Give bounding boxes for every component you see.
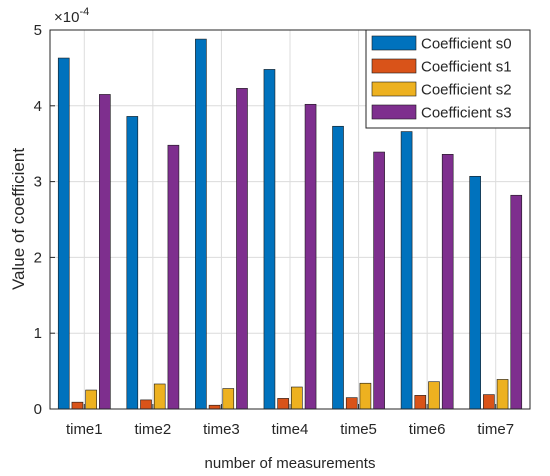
bar-coefficient-s1-time3 — [208, 404, 221, 410]
y-axis-ticks: 0 1 2 3 4 5 — [34, 22, 55, 418]
bar-coefficient-s0-time7 — [469, 175, 481, 410]
bar-coefficient-s0-time3 — [195, 38, 207, 410]
bar-coefficient-s3-time4 — [304, 103, 317, 410]
bar-coefficient-s3-time6 — [441, 154, 454, 410]
bar-coefficient-s2-time7 — [496, 379, 509, 410]
y-tick-label: 4 — [34, 98, 42, 115]
legend-swatch — [371, 81, 417, 97]
legend-label: Coefficient s3 — [421, 105, 512, 122]
bar-coefficient-s1-time2 — [140, 399, 152, 410]
bar-coefficient-s2-time1 — [85, 389, 97, 410]
x-tick-label: time6 — [409, 421, 446, 438]
bar-coefficient-s3-time7 — [510, 194, 523, 410]
bar-coefficient-s3-time2 — [167, 144, 180, 410]
y-axis-label: Value of coefficient — [9, 148, 28, 290]
legend: Coefficient s0 Coefficient s1 Coefficient … — [365, 29, 531, 129]
y-tick-label: 1 — [34, 325, 42, 342]
x-axis-label: number of measurements — [205, 455, 376, 472]
bar-coefficient-s1-time1 — [71, 401, 84, 410]
y-exponent-base: ×10-4 — [54, 6, 89, 26]
bar-coefficient-s3-time3 — [236, 88, 248, 410]
x-tick-label: time5 — [340, 421, 377, 438]
legend-label: Coefficient s1 — [421, 59, 512, 76]
bar-coefficient-s2-time6 — [428, 381, 440, 410]
x-tick-label: time1 — [66, 421, 103, 438]
bar-coefficient-s1-time5 — [345, 397, 358, 410]
bar-coefficient-s2-time2 — [153, 383, 166, 410]
bar-coefficient-s1-time4 — [277, 398, 289, 410]
legend-swatch — [371, 35, 417, 51]
bar-coefficient-s2-time5 — [359, 382, 372, 410]
x-axis-ticks: time1 time2 time3 time4 time5 time6 time7 — [66, 404, 514, 438]
x-tick-label: time4 — [272, 421, 309, 438]
bar-coefficient-s3-time1 — [99, 94, 111, 410]
y-tick-label: 5 — [34, 22, 42, 39]
y-exponent-power: -4 — [79, 6, 89, 18]
bar-coefficient-s0-time1 — [57, 57, 70, 410]
x-tick-label: time3 — [203, 421, 240, 438]
x-tick-label: time7 — [477, 421, 514, 438]
y-tick-label: 3 — [34, 174, 42, 191]
bar-coefficient-s0-time5 — [332, 125, 344, 410]
legend-label: Coefficient s2 — [421, 82, 512, 99]
bar-coefficient-s0-time4 — [263, 69, 276, 410]
x-tick-label: time2 — [135, 421, 172, 438]
bar-coefficient-s0-time2 — [126, 116, 139, 410]
legend-swatch — [371, 58, 417, 74]
y-tick-label: 2 — [34, 249, 42, 266]
legend-swatch — [371, 104, 417, 120]
bar-coefficient-s1-time7 — [483, 394, 495, 410]
y-tick-label: 0 — [34, 401, 42, 418]
bar-coefficient-s2-time4 — [291, 386, 303, 410]
bars-group — [57, 38, 523, 410]
bar-coefficient-s0-time6 — [400, 131, 413, 410]
bar-coefficient-s2-time3 — [222, 388, 235, 410]
bar-coefficient-s1-time6 — [414, 395, 427, 410]
legend-label: Coefficient s0 — [421, 36, 512, 53]
bar-coefficient-s3-time5 — [373, 151, 385, 410]
